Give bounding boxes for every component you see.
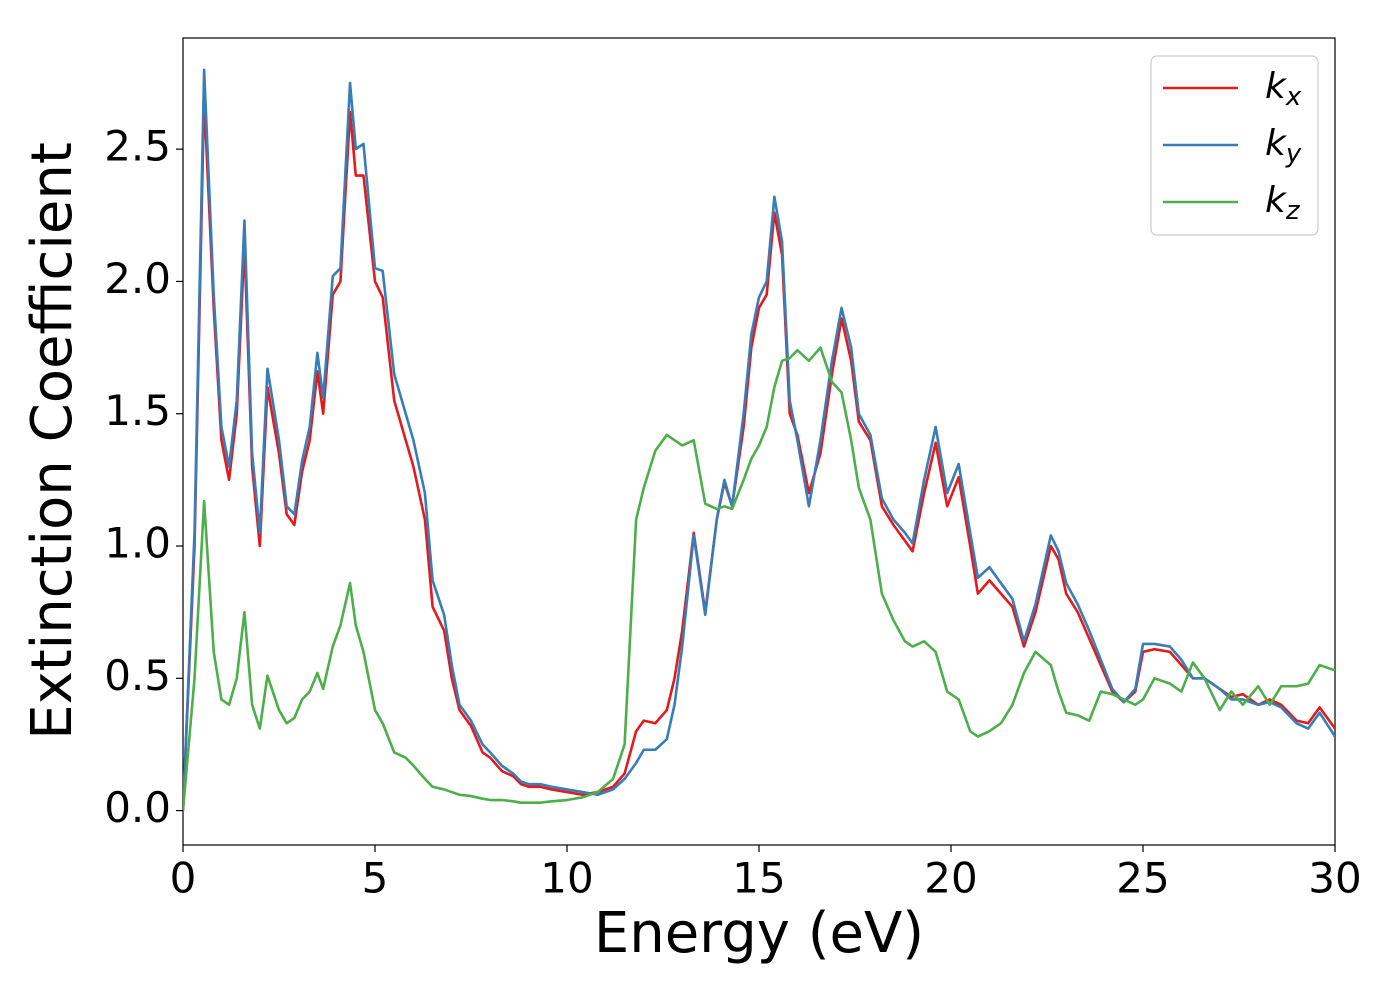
y-tick-label: 0.0 <box>104 783 171 832</box>
x-tick-label: 20 <box>924 854 977 903</box>
line-series <box>183 68 1335 811</box>
x-tick-label: 15 <box>732 854 785 903</box>
x-tick-label: 30 <box>1308 854 1361 903</box>
x-axis-label: Energy (eV) <box>594 901 924 966</box>
legend-label: ky <box>1265 123 1302 169</box>
legend-label: kx <box>1265 66 1302 112</box>
y-tick-label: 2.0 <box>104 254 171 303</box>
y-tick-label: 1.0 <box>104 519 171 568</box>
y-tick-label: 0.5 <box>104 651 171 700</box>
y-axis-label: Extinction Coefficient <box>20 142 85 740</box>
line-series <box>183 346 1335 811</box>
x-tick-label: 10 <box>540 854 593 903</box>
y-tick-label: 1.5 <box>104 386 171 435</box>
x-tick-label: 5 <box>362 854 389 903</box>
legend-label: kz <box>1265 180 1301 226</box>
y-tick-label: 2.5 <box>104 122 171 171</box>
x-tick-label: 0 <box>170 854 197 903</box>
x-tick-label: 25 <box>1116 854 1169 903</box>
